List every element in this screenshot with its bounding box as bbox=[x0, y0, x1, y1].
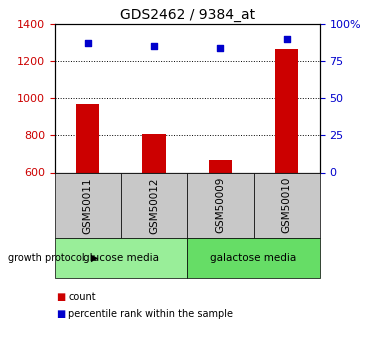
Point bbox=[151, 44, 157, 49]
Text: GSM50010: GSM50010 bbox=[282, 177, 292, 234]
Text: count: count bbox=[68, 292, 96, 302]
Bar bbox=[76, 104, 99, 284]
Text: glucose media: glucose media bbox=[83, 253, 159, 263]
Bar bbox=[209, 160, 232, 284]
Text: ■: ■ bbox=[57, 292, 66, 302]
Text: percentile rank within the sample: percentile rank within the sample bbox=[68, 309, 233, 319]
Text: GSM50011: GSM50011 bbox=[83, 177, 93, 234]
Bar bbox=[142, 134, 166, 284]
Text: GSM50009: GSM50009 bbox=[215, 177, 225, 234]
Point bbox=[284, 36, 290, 42]
Point bbox=[217, 45, 223, 51]
Text: ■: ■ bbox=[57, 309, 66, 319]
Text: GSM50012: GSM50012 bbox=[149, 177, 159, 234]
Title: GDS2462 / 9384_at: GDS2462 / 9384_at bbox=[120, 8, 255, 22]
Bar bbox=[275, 49, 298, 284]
Text: growth protocol  ▶: growth protocol ▶ bbox=[8, 253, 98, 263]
Point bbox=[85, 41, 91, 46]
Text: galactose media: galactose media bbox=[210, 253, 297, 263]
